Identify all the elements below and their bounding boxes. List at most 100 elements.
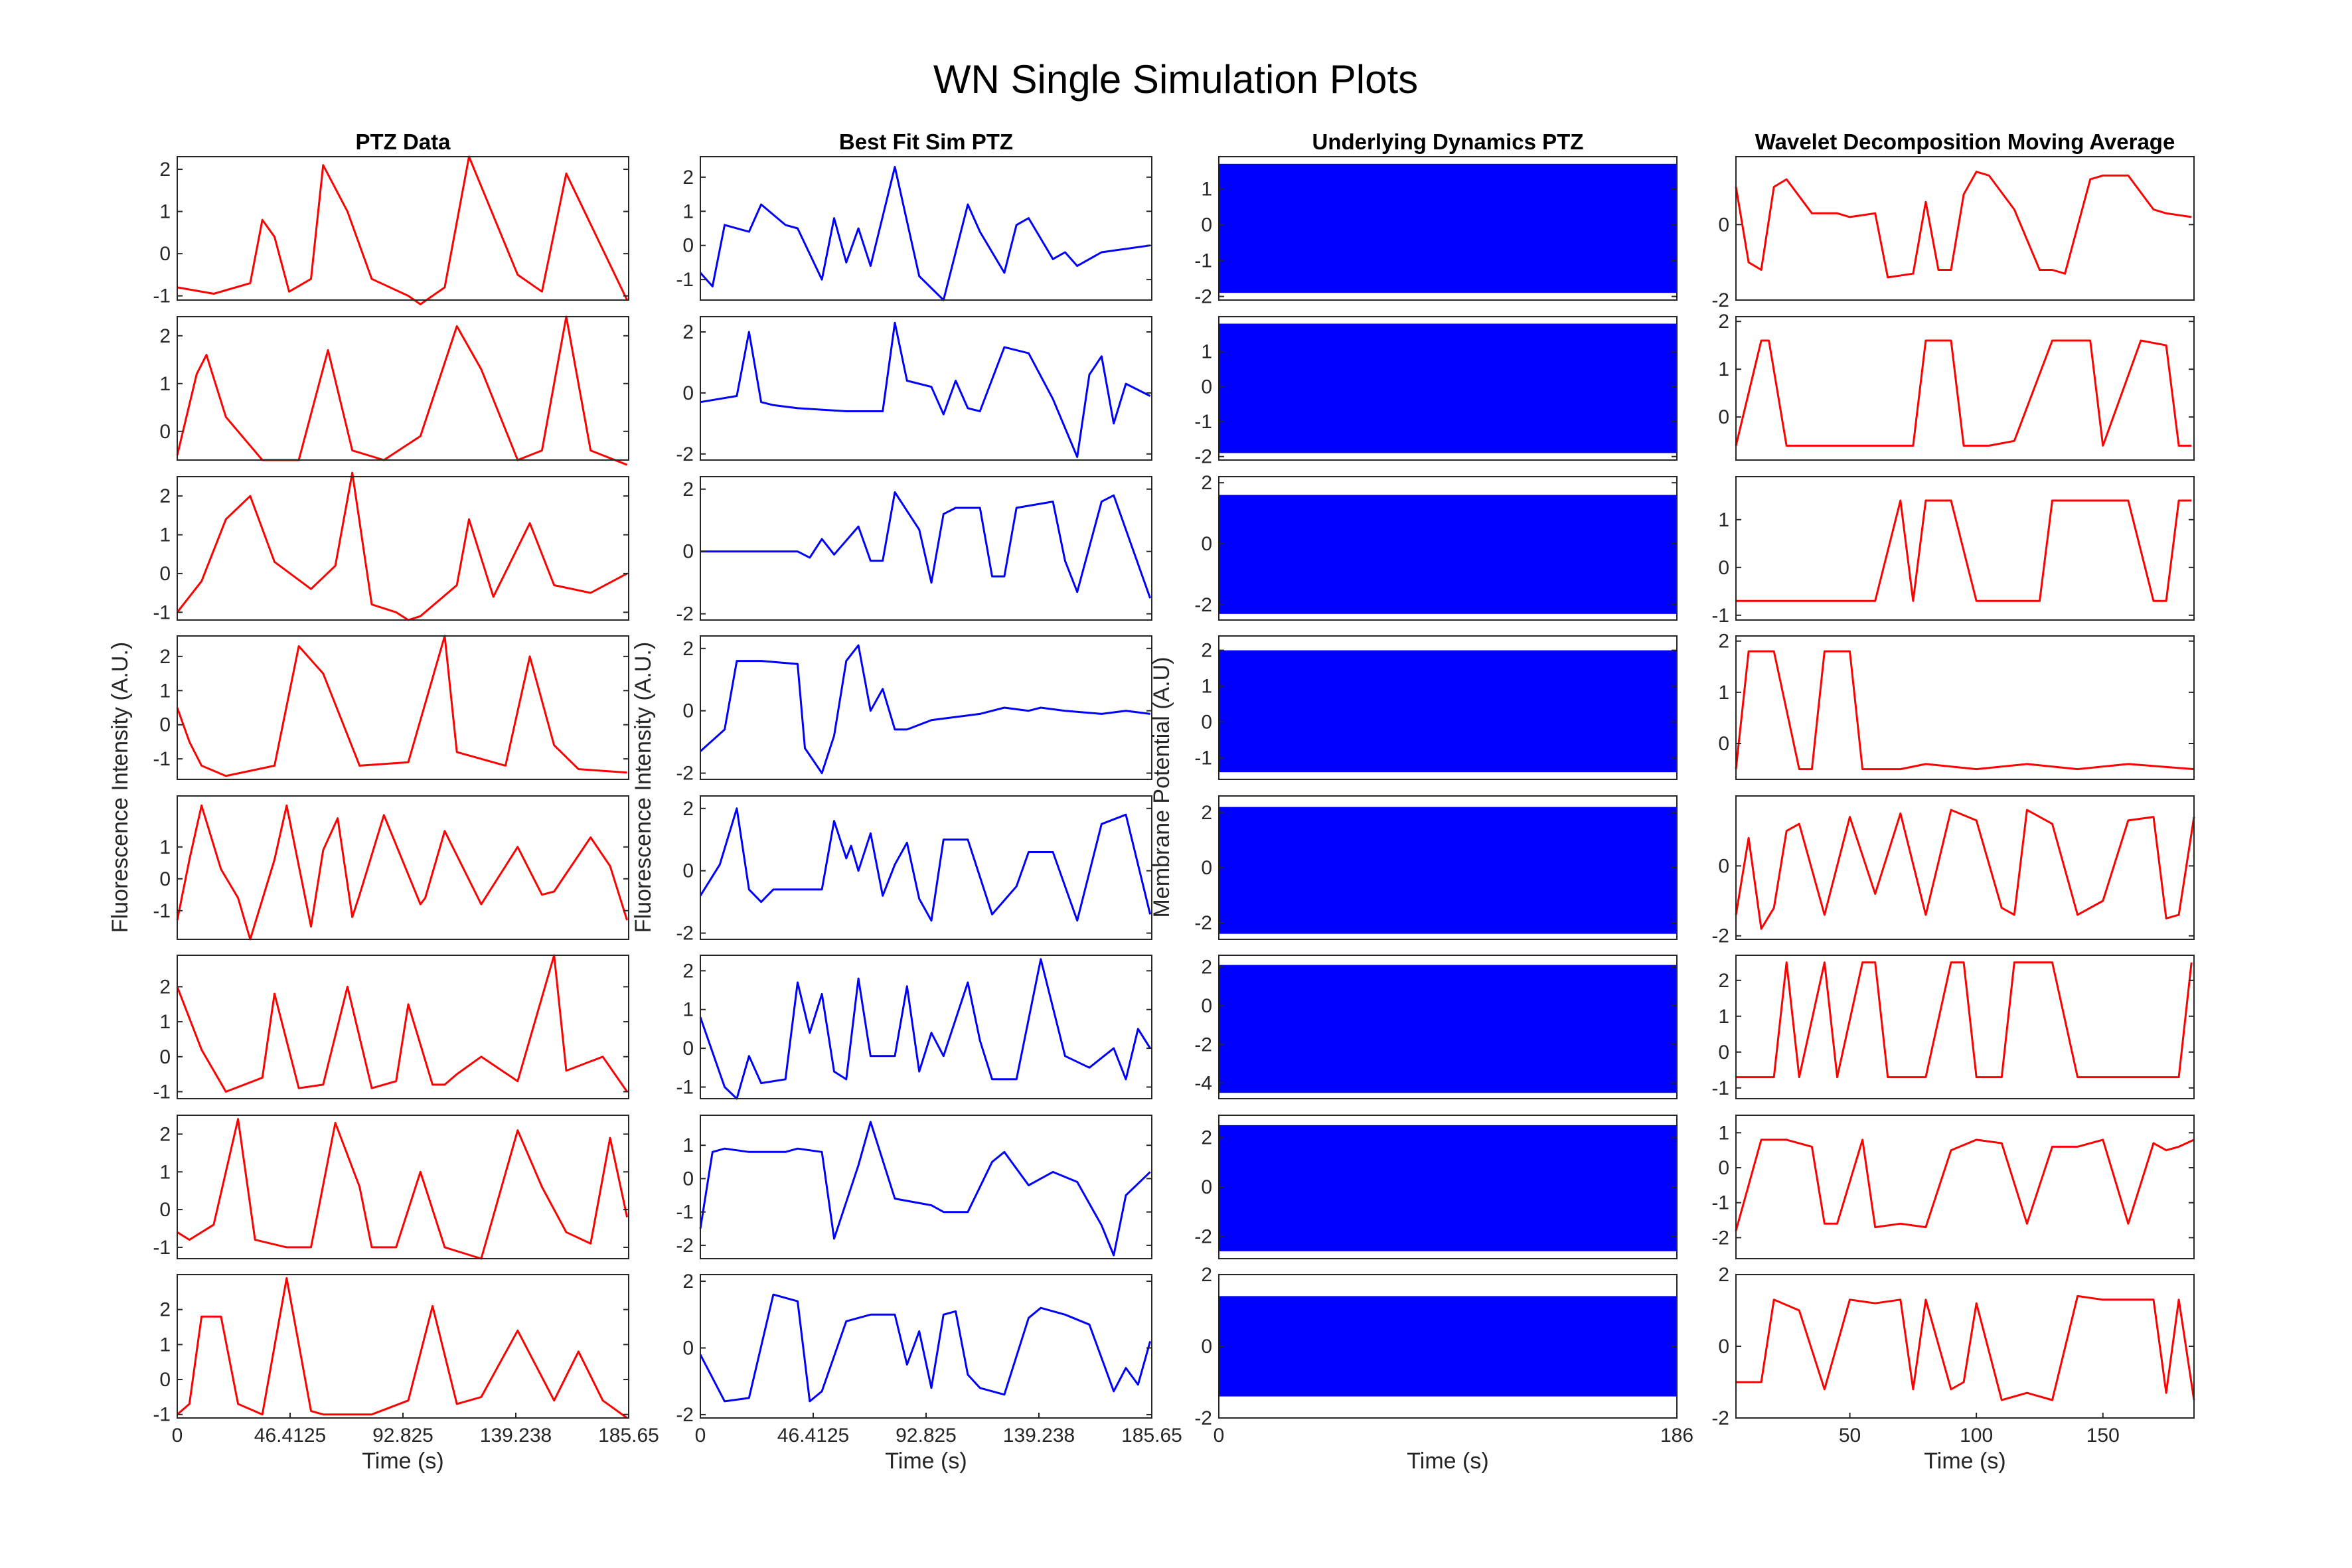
y-tick-label: 1: [1718, 1122, 1729, 1144]
panel-7: -2 0 2: [1194, 1115, 1678, 1259]
y-tick-label: 0: [1718, 214, 1729, 236]
y-tick-label: -1: [153, 748, 171, 770]
series-band: [1219, 1296, 1677, 1397]
series-line: [1736, 961, 2193, 1079]
y-tick-label: 0: [1718, 855, 1729, 877]
series-line: [699, 1121, 1151, 1257]
panel-8: -2 0 2: [1711, 1264, 2195, 1429]
series-line: [1735, 171, 2192, 279]
x-tick-label: 50: [1839, 1425, 1861, 1447]
panel-6: -1 0 1 2: [153, 954, 629, 1103]
x-tick-label: 92.825: [372, 1425, 433, 1447]
axes-box: [177, 795, 629, 940]
panel-8: -1 0 1 2: [153, 1274, 629, 1426]
panel-5: -2 0 2: [1194, 795, 1678, 940]
column-title: Underlying Dynamics PTZ: [1312, 129, 1584, 154]
axes-box: [1735, 476, 2195, 621]
panel-8: -2 0 2: [1194, 1264, 1678, 1429]
axes-box: [700, 1115, 1152, 1259]
y-tick-label: 0: [1201, 995, 1212, 1017]
axes-layer: PTZ Data -1 0 1 2 0 1 2 -1 0 1 2 -1 0 1 2 -1 0 1 -1 0 1 2 -1 0 1 2…: [108, 129, 2195, 1474]
y-axis-label: Fluorescence Intensity (A.U.): [108, 642, 133, 933]
series-line: [176, 635, 627, 777]
column-2: Best Fit Sim PTZ-1012-202-202-202-202-10…: [631, 129, 1182, 1474]
panel-1: -2 0: [1711, 156, 2195, 311]
series-line: [1735, 1138, 2195, 1231]
x-axis-label: Time (s): [362, 1449, 443, 1474]
y-tick-label: -1: [676, 269, 694, 291]
panel-7: -2 -1 0 1: [1711, 1115, 2195, 1259]
y-tick-label: -2: [676, 1235, 694, 1257]
y-tick-label: -2: [1711, 1227, 1729, 1249]
panel-3: -1 0 1: [1711, 476, 2195, 627]
panel-7: -2 -1 0 1: [676, 1115, 1152, 1259]
y-tick-label: -2: [1194, 912, 1212, 934]
y-tick-label: 1: [159, 1161, 171, 1183]
y-tick-label: 2: [682, 638, 694, 660]
y-tick-label: 1: [1718, 509, 1729, 531]
series-line: [176, 315, 628, 466]
axes-box: [177, 156, 629, 301]
axes-box: [1735, 1115, 2195, 1259]
y-tick-label: -1: [153, 601, 171, 623]
x-tick-label: 100: [1960, 1425, 1993, 1447]
y-tick-label: 0: [1718, 406, 1729, 428]
y-tick-label: 0: [682, 1168, 694, 1190]
y-tick-label: 2: [1201, 1264, 1212, 1286]
axes-box: [177, 476, 629, 621]
series-line: [699, 165, 1150, 301]
axes-box: [177, 955, 629, 1099]
axes-box: [177, 1274, 629, 1419]
axes-box: [700, 316, 1152, 461]
x-axis-label: Time (s): [1407, 1449, 1488, 1474]
axes-box: [1218, 635, 1678, 780]
series-line: [699, 958, 1151, 1100]
series-line: [177, 1277, 628, 1419]
series-band: [1219, 495, 1677, 614]
y-tick-label: 0: [682, 1038, 694, 1059]
y-tick-label: 2: [682, 960, 694, 982]
y-tick-label: -2: [1194, 1034, 1212, 1056]
y-tick-label: 0: [159, 1369, 171, 1391]
y-tick-label: -1: [153, 1081, 171, 1103]
series-line: [177, 155, 628, 305]
series-line: [1735, 650, 2195, 771]
y-tick-label: 2: [159, 485, 171, 507]
axes-box: [1735, 1274, 2195, 1419]
y-axis-label: Membrane Potential (A.U): [1149, 657, 1174, 917]
y-tick-label: -1: [1711, 1077, 1729, 1099]
y-tick-label: 1: [1718, 358, 1729, 380]
axes-box: [1218, 156, 1678, 301]
x-tick-label: 92.825: [896, 1425, 957, 1447]
y-tick-label: 2: [159, 1299, 171, 1321]
y-tick-label: -2: [676, 443, 694, 465]
axes-box: [1735, 156, 2195, 301]
x-tick-label: 0: [1214, 1425, 1225, 1447]
axes-box: [700, 156, 1152, 301]
series-line: [1735, 809, 2195, 930]
y-tick-label: -2: [676, 923, 694, 945]
y-tick-label: 0: [159, 1046, 171, 1068]
y-tick-label: -4: [1194, 1073, 1212, 1095]
y-tick-label: 2: [682, 167, 694, 189]
panel-6: -4 -2 0 2: [1194, 955, 1678, 1099]
axes-box: [700, 1274, 1152, 1419]
y-tick-label: -1: [676, 1202, 694, 1223]
y-tick-label: 2: [159, 1123, 171, 1145]
y-tick-label: -2: [1711, 289, 1729, 311]
axes-box: [177, 1115, 629, 1259]
series-line: [1735, 339, 2192, 447]
y-tick-label: 0: [682, 700, 694, 722]
axes-box: [177, 635, 629, 780]
panel-3: -2 0 2: [676, 476, 1152, 625]
y-tick-label: 2: [159, 325, 171, 347]
panel-4: 0 1 2: [1718, 631, 2195, 780]
y-tick-label: -2: [1194, 286, 1212, 308]
y-tick-label: 2: [1201, 472, 1212, 494]
panel-2: 0 1 2: [1718, 311, 2195, 461]
y-tick-label: -1: [1711, 605, 1729, 627]
y-tick-label: 0: [1201, 376, 1212, 398]
y-tick-label: 0: [159, 714, 171, 736]
y-tick-label: 1: [159, 836, 171, 858]
